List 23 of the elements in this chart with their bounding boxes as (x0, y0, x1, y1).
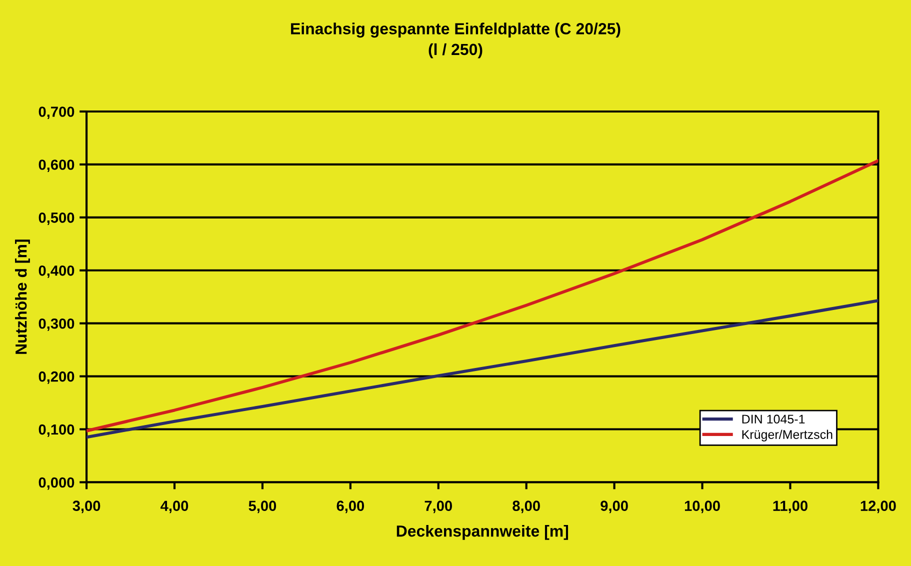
legend-label: DIN 1045-1 (742, 414, 805, 424)
x-tick-label: 11,00 (773, 500, 808, 514)
y-tick-label: 0,000 (38, 477, 74, 490)
y-tick-label: 0,600 (38, 160, 74, 172)
x-tick-label: 12,00 (860, 500, 896, 514)
y-axis-title: Nutzhöhe d [m] (15, 240, 30, 354)
y-tick-label: 0,100 (38, 424, 74, 437)
x-tick-label: 5,00 (248, 500, 276, 514)
legend-label: Krüger/Mertzsch (742, 430, 832, 442)
x-tick-label: 4,00 (160, 500, 188, 514)
x-tick-label: 8,00 (512, 500, 540, 514)
x-tick-label: 10,00 (684, 500, 720, 514)
x-tick-label: 6,00 (336, 500, 364, 514)
y-tick-label: 0,200 (38, 371, 74, 384)
x-axis-title: Deckenspannweite [m] (396, 524, 568, 540)
x-tick-label: 9,00 (600, 500, 628, 514)
chart-title: Einachsig gespannte Einfeldplatte (C 20/25) (l / 250) (291, 22, 620, 58)
y-tick-label: 0,300 (38, 318, 74, 331)
y-tick-label: 0,500 (38, 212, 74, 225)
x-tick-label: 3,00 (72, 500, 100, 514)
y-tick-label: 0,700 (38, 106, 74, 120)
y-tick-label: 0,400 (38, 265, 74, 278)
x-tick-label: 7,00 (424, 500, 452, 514)
